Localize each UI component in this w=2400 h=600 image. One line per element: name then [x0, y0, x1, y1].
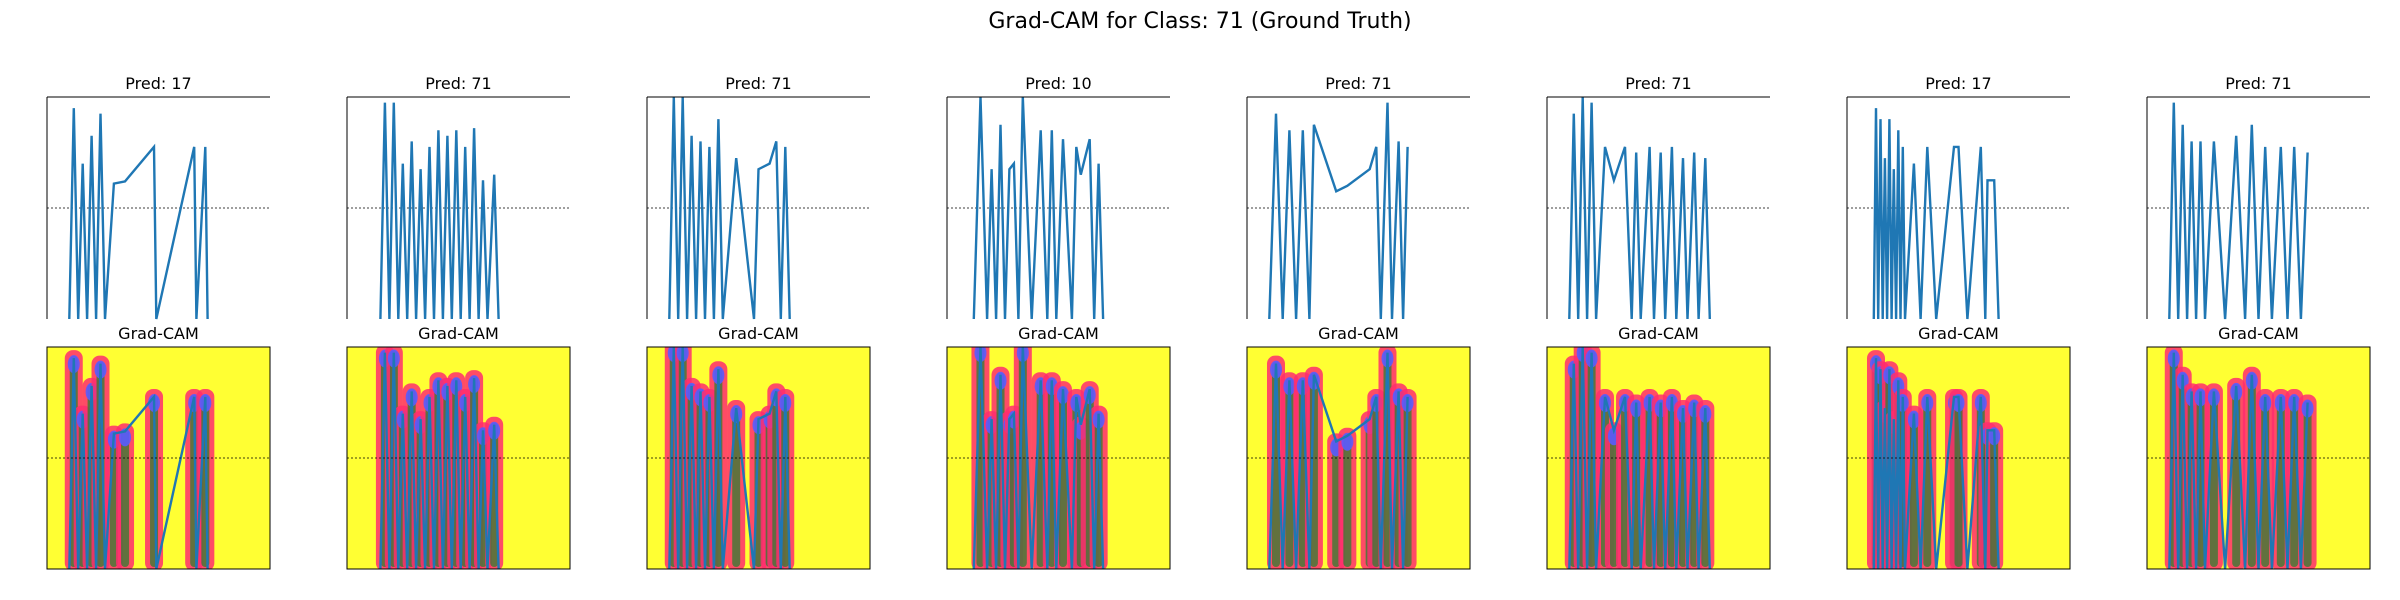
signal-line [1568, 96, 1711, 320]
signal-line [668, 96, 791, 320]
gradcam-plot: Grad-CAM [1246, 324, 1471, 570]
heatmap [647, 347, 870, 569]
heatmap [47, 347, 270, 569]
panel-8: Pred: 71 Grad-CAM [2146, 74, 2371, 570]
signal-overlay [68, 358, 209, 569]
gradcam-title: Grad-CAM [418, 324, 499, 343]
signal-line [2168, 102, 2309, 320]
signal-overlay [379, 352, 500, 569]
gradcam-title: Grad-CAM [1618, 324, 1699, 343]
heat-core [2232, 383, 2241, 567]
heat-core [1609, 428, 1618, 567]
panel-1: Pred: 17 Grad-CAM [46, 74, 271, 570]
panel-2: Pred: 71 Grad-CAM [346, 74, 571, 570]
gradcam-title: Grad-CAM [1018, 324, 1099, 343]
signal-plot: Pred: 71 [1246, 74, 1470, 320]
prediction-title: Pred: 71 [1325, 74, 1391, 93]
heat-core [1332, 439, 1341, 567]
heat-core [2209, 389, 2218, 567]
signal-overlay [1268, 352, 1409, 569]
axes-frame [46, 346, 271, 570]
signal-plot: Pred: 10 [946, 74, 1170, 320]
gradcam-title: Grad-CAM [1918, 324, 1999, 343]
signal-plot: Pred: 71 [2146, 74, 2370, 320]
signal-overlay [668, 347, 791, 569]
figure-title: Grad-CAM for Class: 71 (Ground Truth) [988, 9, 1411, 34]
heatmap [947, 347, 1170, 569]
prediction-title: Pred: 71 [1625, 74, 1691, 93]
axes-frame [1546, 346, 1771, 570]
signal-overlay [1872, 358, 2000, 569]
signal-line [1268, 102, 1409, 320]
heatmap [1847, 347, 2070, 569]
heatmap [1547, 347, 1770, 569]
axes-frame [1246, 346, 1471, 570]
signal-plot: Pred: 71 [346, 74, 570, 320]
gradcam-title: Grad-CAM [1318, 324, 1399, 343]
axes-frame [646, 346, 871, 570]
gradcam-plot: Grad-CAM [1846, 324, 2071, 570]
gradcam-plot: Grad-CAM [2146, 324, 2371, 570]
gradcam-title: Grad-CAM [2218, 324, 2299, 343]
signal-overlay [2168, 352, 2309, 569]
signal-line [972, 96, 1105, 320]
gradcam-plot: Grad-CAM [646, 324, 871, 570]
gradcam-plot: Grad-CAM [1546, 324, 1771, 570]
signal-plot: Pred: 17 [46, 74, 270, 320]
heatmap [347, 347, 570, 569]
prediction-title: Pred: 71 [425, 74, 491, 93]
gradcam-plot: Grad-CAM [46, 324, 271, 570]
axes-frame [2146, 346, 2371, 570]
panel-3: Pred: 71 Grad-CAM [646, 74, 871, 570]
panel-7: Pred: 17 Grad-CAM [1846, 74, 2071, 570]
prediction-title: Pred: 17 [125, 74, 191, 93]
gradcam-plot: Grad-CAM [346, 324, 571, 570]
signal-plot: Pred: 17 [1846, 74, 2070, 320]
heatmap [1247, 347, 1470, 569]
prediction-title: Pred: 10 [1025, 74, 1091, 93]
heat-core [121, 429, 130, 567]
heat-core [1343, 433, 1352, 567]
panel-5: Pred: 71 Grad-CAM [1246, 74, 1471, 570]
signal-plot: Pred: 71 [646, 74, 870, 320]
signal-overlay [972, 347, 1105, 569]
gradcam-plot: Grad-CAM [946, 324, 1171, 570]
prediction-title: Pred: 71 [2225, 74, 2291, 93]
signal-line [1872, 108, 2000, 320]
prediction-title: Pred: 71 [725, 74, 791, 93]
signal-plot: Pred: 71 [1546, 74, 1770, 320]
axes-frame [946, 346, 1171, 570]
heat-core [1954, 394, 1963, 567]
signal-line [379, 102, 500, 320]
panel-4: Pred: 10 Grad-CAM [946, 74, 1171, 570]
signal-line [68, 108, 209, 320]
axes-frame [346, 346, 571, 570]
axes-frame [1846, 346, 2071, 570]
gradcam-title: Grad-CAM [718, 324, 799, 343]
panel-6: Pred: 71 Grad-CAM [1546, 74, 1771, 570]
gradcam-title: Grad-CAM [118, 324, 199, 343]
prediction-title: Pred: 17 [1925, 74, 1991, 93]
